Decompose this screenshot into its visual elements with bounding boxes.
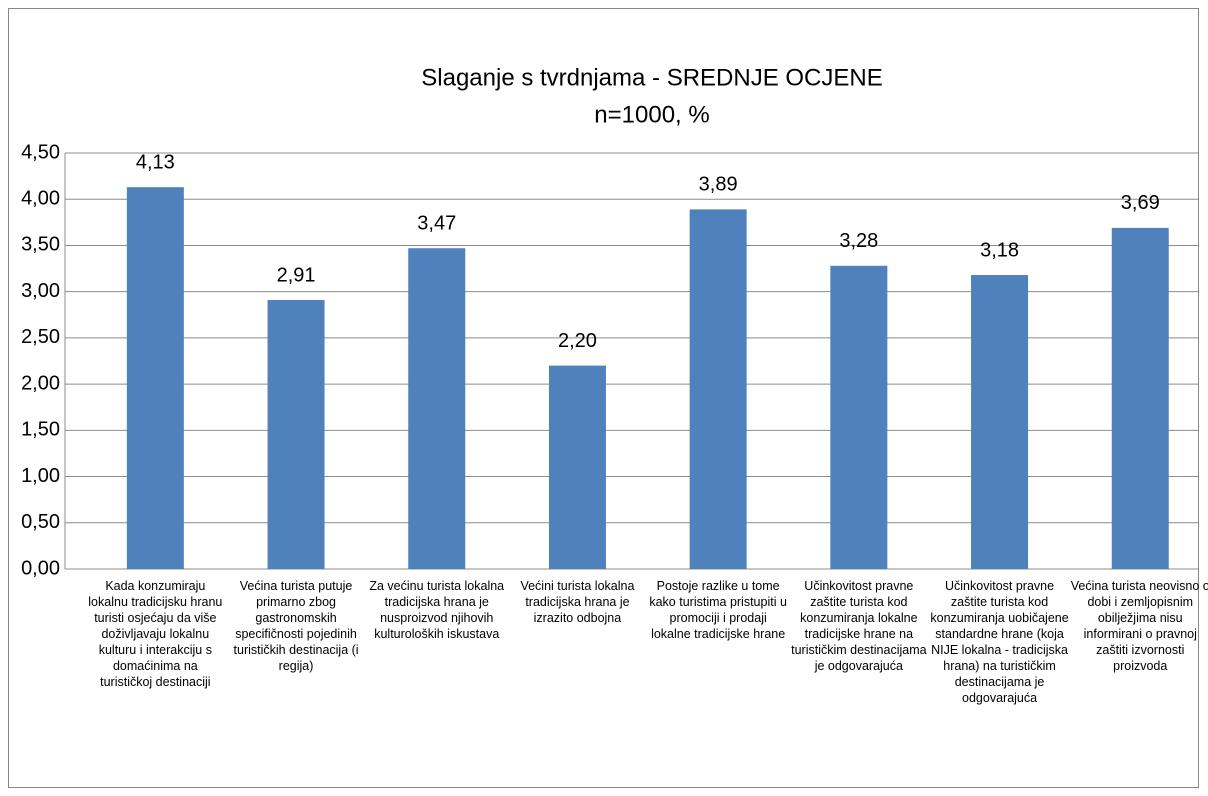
x-tick-label: Kada konzumiraju lokalnu tradicijsku hra… (88, 579, 223, 689)
value-label: 3,28 (839, 230, 878, 252)
value-label: 3,89 (699, 174, 738, 196)
bar (267, 299, 325, 569)
x-tick-label: Većina turista putuje primarno zbog gast… (233, 579, 359, 673)
x-tick-label: Učinkovitost pravne zaštite turista kod … (791, 579, 927, 673)
y-tick-label: 3,50 (21, 234, 60, 256)
bar (408, 248, 466, 569)
value-label: 2,91 (277, 264, 316, 286)
bar (689, 209, 747, 569)
x-tick-label: Za većinu turista lokalna tradicijska hr… (369, 579, 505, 641)
chart-title: Slaganje s tvrdnjama - SREDNJE OCJENE (421, 64, 882, 91)
value-label: 4,13 (136, 151, 175, 173)
x-tick-label: Učinkovitost pravne zaštite turista kod … (930, 579, 1069, 705)
y-tick-label: 1,00 (21, 465, 60, 487)
y-tick-label: 0,00 (21, 557, 60, 579)
bar (126, 187, 184, 569)
x-tick-label: Postoje razlike u tome kako turistima pr… (649, 579, 787, 641)
y-tick-label: 4,50 (21, 141, 60, 163)
y-tick-label: 0,50 (21, 511, 60, 533)
bar (830, 265, 888, 569)
value-label: 3,18 (980, 239, 1019, 261)
x-tick-label: Većini turista lokalna tradicijska hrana… (520, 579, 635, 625)
y-tick-label: 1,50 (21, 419, 60, 441)
bar (548, 365, 606, 569)
value-label: 3,69 (1121, 192, 1160, 214)
chart-subtitle: n=1000, % (594, 101, 709, 128)
bar (971, 275, 1029, 569)
value-label: 2,20 (558, 330, 597, 352)
y-tick-label: 2,00 (21, 372, 60, 394)
x-tick-label: Većina turista neovisno o dobi i zemljop… (1070, 579, 1208, 673)
y-tick-label: 4,00 (21, 188, 60, 210)
y-tick-label: 3,00 (21, 280, 60, 302)
bar (1111, 227, 1169, 569)
y-tick-label: 2,50 (21, 326, 60, 348)
value-label: 3,47 (417, 212, 456, 234)
